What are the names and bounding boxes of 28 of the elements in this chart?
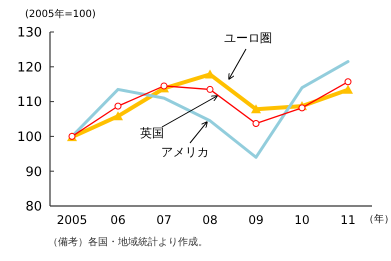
x-axis-title: （年） <box>364 213 391 225</box>
y-tick-label: 100 <box>17 130 42 145</box>
point <box>114 102 122 110</box>
y-tick-label: 130 <box>17 26 42 41</box>
point <box>206 86 214 93</box>
point <box>251 104 261 114</box>
point <box>298 104 306 112</box>
x-tick-label: 10 <box>294 213 310 227</box>
point <box>113 111 123 120</box>
x-tick-label: 07 <box>156 213 172 227</box>
text: （備考）各国・地域統計より作成。 <box>48 236 208 248</box>
x-tick-label: 09 <box>248 213 264 227</box>
point <box>343 84 353 94</box>
text: 英国 <box>140 126 164 140</box>
y-axis-title: (2005年=100) <box>25 8 96 20</box>
x-tick-label: 08 <box>202 213 218 227</box>
y-tick-label: 90 <box>25 164 42 180</box>
text: ユーロ圏 <box>224 31 272 45</box>
point <box>344 78 352 86</box>
series-label: アメリカ <box>161 145 209 159</box>
x-tick-label: 11 <box>340 213 356 227</box>
y-tick-label: 110 <box>17 95 42 110</box>
x-tick-label: 06 <box>110 213 126 227</box>
point <box>160 82 168 90</box>
y-tick-label: 80 <box>25 200 42 215</box>
x-tick-label: 2005 <box>56 213 88 227</box>
y-tick-label: 120 <box>17 60 42 76</box>
point <box>252 120 260 128</box>
